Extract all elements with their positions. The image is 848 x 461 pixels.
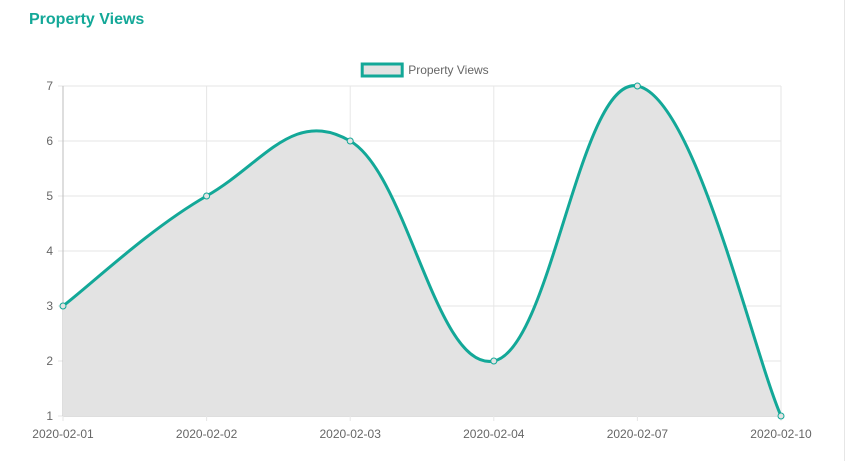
data-point	[203, 192, 211, 200]
data-points	[59, 82, 785, 420]
series-area	[63, 85, 781, 416]
y-tick-label: 1	[46, 409, 53, 423]
legend[interactable]: Property Views	[360, 62, 489, 78]
legend-swatch	[360, 62, 404, 78]
y-tick-label: 7	[46, 79, 53, 93]
page-title: Property Views	[29, 11, 145, 28]
x-axis-ticks: 2020-02-01 2020-02-02 2020-02-03 2020-02-04…	[32, 427, 812, 441]
y-tick-label: 4	[46, 244, 53, 258]
data-point	[59, 302, 67, 310]
data-point	[490, 357, 498, 365]
y-tick-label: 6	[46, 134, 53, 148]
series-fill	[63, 85, 781, 416]
x-tick-label: 2020-02-10	[750, 427, 812, 441]
x-tick-label: 2020-02-07	[607, 427, 669, 441]
y-axis-ticks: 1 2 3 4 5 6 7	[46, 79, 53, 423]
y-tick-label: 3	[46, 299, 53, 313]
data-point	[777, 412, 785, 420]
x-tick-label: 2020-02-03	[320, 427, 382, 441]
x-tick-label: 2020-02-02	[176, 427, 238, 441]
legend-label: Property Views	[408, 63, 488, 77]
x-tick-label: 2020-02-04	[463, 427, 525, 441]
data-point	[346, 137, 354, 145]
x-tick-label: 2020-02-01	[32, 427, 94, 441]
y-tick-label: 5	[46, 189, 53, 203]
data-point	[633, 82, 641, 90]
y-tick-label: 2	[46, 354, 53, 368]
